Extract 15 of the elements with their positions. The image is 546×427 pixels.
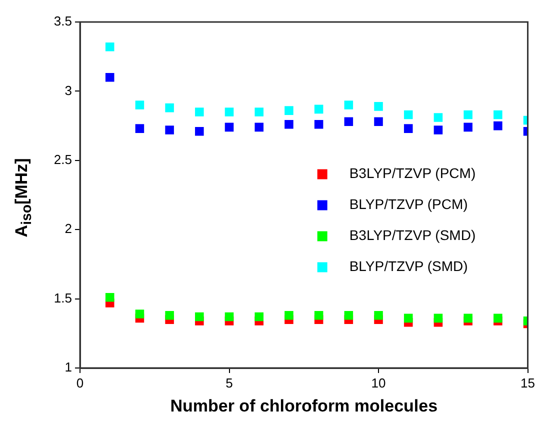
legend-label: B3LYP/TZVP (PCM) [349,165,476,182]
y-tick-label: 1 [64,360,72,375]
y-tick-label: 3 [64,82,72,98]
x-tick-label: 0 [76,375,84,390]
legend-label: BLYP/TZVP (SMD) [349,258,468,274]
legend-label: B3LYP/TZVP (SMD) [349,227,476,244]
x-axis-title: Number of chloroform molecules [170,396,438,416]
x-tick-label: 5 [226,375,233,390]
x-tick-label: 10 [371,375,386,390]
y-tick-label: 1.5 [54,290,72,306]
x-tick-label: 15 [520,375,536,390]
y-tick-label: 2.5 [54,152,72,167]
y-tick-label: 2 [64,221,72,236]
legend-label: BLYP/TZVP (PCM) [349,196,468,212]
y-tick-label: 3.5 [54,14,72,29]
